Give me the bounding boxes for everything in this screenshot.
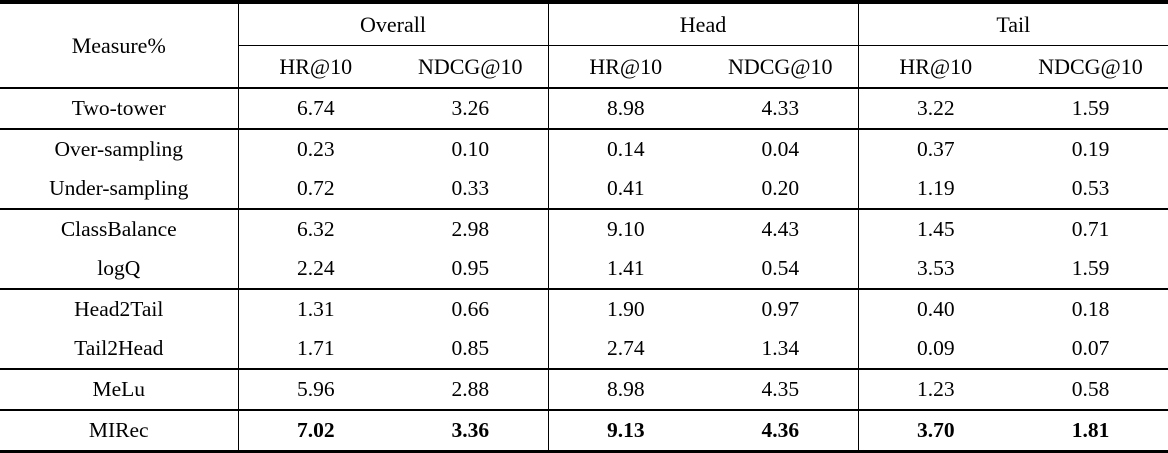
value-cell: 1.19 <box>857 169 1014 210</box>
value-cell: 2.98 <box>451 216 490 241</box>
metric-header-row: HR@10 NDCG@10 HR@10 NDCG@10 HR@10 NDCG@1… <box>0 45 1168 89</box>
value-cell: 3.53 <box>857 249 1014 290</box>
value-cell: 0.10 <box>451 136 490 161</box>
value-cell: 9.13 <box>547 410 703 452</box>
table-row-two-tower: Two-tower 6.74 3.26 8.98 4.33 3.22 1.59 <box>0 88 1168 130</box>
method-cell: MeLu <box>0 369 238 411</box>
value-cell: 5.96 <box>237 369 393 411</box>
value-cell: 4.33 <box>703 88 859 130</box>
method-cell: MIRec <box>88 417 149 442</box>
table-row-tail2head: Tail2Head 1.71 0.85 2.74 1.34 0.09 0.07 <box>0 329 1168 370</box>
value-cell: 3.70 <box>857 410 1014 452</box>
method-cell: logQ <box>0 249 238 290</box>
metric-header-ndcg10-overall: NDCG@10 <box>393 45 548 89</box>
value-cell: 0.23 <box>237 129 393 169</box>
metric-header-ndcg10-tail: NDCG@10 <box>1013 45 1168 89</box>
table-row-logq: logQ 2.24 0.95 1.41 0.54 3.53 1.59 <box>0 249 1168 290</box>
value-cell: 8.98 <box>547 88 703 130</box>
value-cell: 0.09 <box>857 329 1014 370</box>
method-cell: ClassBalance <box>60 216 177 241</box>
value-cell: 6.74 <box>237 88 393 130</box>
value-cell: 4.43 <box>761 216 800 241</box>
value-cell: 0.19 <box>1071 136 1110 161</box>
value-cell: 4.35 <box>703 369 859 411</box>
table-row-mirec: MIRec 7.02 3.36 9.13 4.36 3.70 1.81 <box>0 410 1168 452</box>
value-cell: 0.97 <box>761 296 800 321</box>
value-cell: 3.22 <box>857 88 1014 130</box>
value-cell: 0.20 <box>703 169 859 210</box>
value-cell: 0.40 <box>857 289 1014 329</box>
value-cell: 8.98 <box>547 369 703 411</box>
value-cell: 0.58 <box>1013 369 1168 411</box>
value-cell: 1.23 <box>857 369 1014 411</box>
value-cell: 0.72 <box>237 169 393 210</box>
value-cell: 1.90 <box>547 289 703 329</box>
measure-header: Measure% <box>0 2 238 89</box>
group-header-row: Measure% Overall Head Tail <box>0 2 1168 89</box>
value-cell: 9.10 <box>547 209 703 249</box>
group-header-head: Head <box>547 2 859 46</box>
method-cell: Under-sampling <box>0 169 238 210</box>
value-cell: 4.36 <box>761 417 800 442</box>
table-row-melu: MeLu 5.96 2.88 8.98 4.35 1.23 0.58 <box>0 369 1168 411</box>
value-cell: 0.71 <box>1071 216 1110 241</box>
value-cell: 0.41 <box>547 169 703 210</box>
value-cell: 1.31 <box>237 289 393 329</box>
value-cell: 0.85 <box>393 329 548 370</box>
method-cell: Over-sampling <box>54 136 184 161</box>
method-cell: Two-tower <box>0 88 238 130</box>
value-cell: 0.18 <box>1071 296 1110 321</box>
metric-header-ndcg10-head: NDCG@10 <box>703 45 859 89</box>
value-cell: 6.32 <box>237 209 393 249</box>
value-cell: 1.41 <box>547 249 703 290</box>
table-row-under-sampling: Under-sampling 0.72 0.33 0.41 0.20 1.19 … <box>0 169 1168 210</box>
value-cell: 0.04 <box>761 136 800 161</box>
value-cell: 1.59 <box>1013 88 1168 130</box>
value-cell: 0.33 <box>393 169 548 210</box>
value-cell: 0.95 <box>393 249 548 290</box>
metric-header-hr10-tail: HR@10 <box>857 45 1014 89</box>
value-cell: 1.59 <box>1013 249 1168 290</box>
value-cell: 2.74 <box>547 329 703 370</box>
value-cell: 0.54 <box>703 249 859 290</box>
value-cell: 2.24 <box>237 249 393 290</box>
metric-header-hr10-head: HR@10 <box>547 45 703 89</box>
value-cell: 1.34 <box>703 329 859 370</box>
value-cell: 1.71 <box>237 329 393 370</box>
value-cell: 0.66 <box>451 296 490 321</box>
method-cell: Head2Tail <box>74 296 164 321</box>
metric-header-hr10-overall: HR@10 <box>237 45 393 89</box>
value-cell: 0.53 <box>1013 169 1168 210</box>
method-cell: Tail2Head <box>0 329 238 370</box>
value-cell: 1.45 <box>857 209 1014 249</box>
value-cell: 2.88 <box>393 369 548 411</box>
value-cell: 3.36 <box>451 417 490 442</box>
value-cell: 0.07 <box>1013 329 1168 370</box>
value-cell: 7.02 <box>237 410 393 452</box>
value-cell: 1.81 <box>1071 417 1110 442</box>
value-cell: 0.14 <box>547 129 703 169</box>
value-cell: 0.37 <box>857 129 1014 169</box>
group-header-tail: Tail <box>857 2 1168 46</box>
table-row-head2tail: Head2Tail 1.31 0.66 1.90 0.97 0.40 0.18 <box>0 289 1168 329</box>
table-row-classbalance: ClassBalance 6.32 2.98 9.10 4.43 1.45 0.… <box>0 209 1168 249</box>
value-cell: 3.26 <box>393 88 548 130</box>
table-row-over-sampling: Over-sampling 0.23 0.10 0.14 0.04 0.37 0… <box>0 129 1168 169</box>
group-header-overall: Overall <box>237 2 548 46</box>
